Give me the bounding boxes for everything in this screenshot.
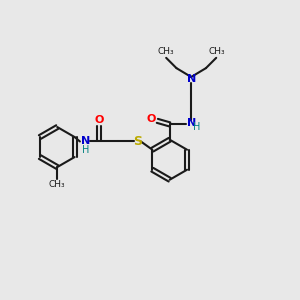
Text: S: S [133, 135, 142, 148]
Text: N: N [81, 136, 90, 146]
Text: CH₃: CH₃ [157, 47, 174, 56]
Text: N: N [187, 118, 196, 128]
Text: H: H [82, 145, 89, 155]
Text: CH₃: CH₃ [49, 180, 66, 189]
Text: H: H [194, 122, 201, 132]
Text: O: O [94, 115, 104, 125]
Text: N: N [187, 74, 196, 84]
Text: O: O [147, 114, 156, 124]
Text: CH₃: CH₃ [208, 47, 225, 56]
